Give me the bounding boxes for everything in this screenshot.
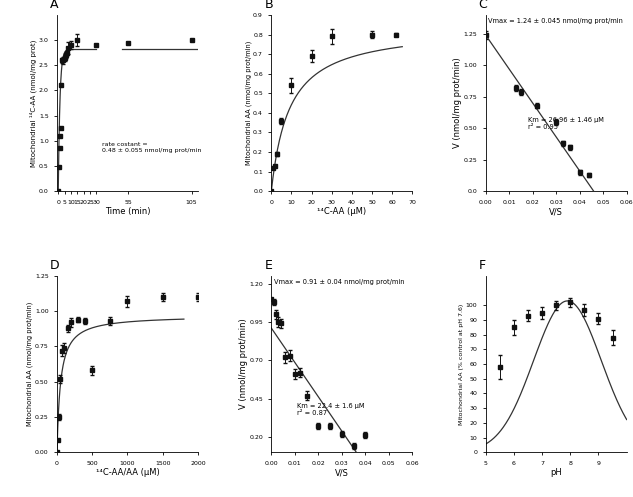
Text: D: D	[50, 259, 60, 272]
Y-axis label: V (nmol/mg prot/min): V (nmol/mg prot/min)	[453, 58, 462, 149]
Text: E: E	[264, 259, 272, 272]
Text: A: A	[50, 0, 58, 11]
Y-axis label: Mitochondrial AA (nmol/mg prot/min): Mitochondrial AA (nmol/mg prot/min)	[245, 41, 252, 166]
X-axis label: V/S: V/S	[335, 468, 349, 478]
Y-axis label: Mitochondrial ¹⁴C-AA (nmol/mg prot): Mitochondrial ¹⁴C-AA (nmol/mg prot)	[30, 39, 37, 167]
X-axis label: ¹⁴C-AA (μM): ¹⁴C-AA (μM)	[317, 207, 367, 216]
Text: F: F	[479, 259, 486, 272]
Text: B: B	[264, 0, 273, 11]
Text: Km = 22.4 ± 1.6 μM
r² = 0.87: Km = 22.4 ± 1.6 μM r² = 0.87	[297, 403, 364, 416]
X-axis label: Time (min): Time (min)	[104, 207, 150, 216]
Y-axis label: Mitochondrial AA (nmol/mg prot/min): Mitochondrial AA (nmol/mg prot/min)	[27, 302, 34, 426]
Text: rate costant =
0.48 ± 0.055 nmol/mg prot/min: rate costant = 0.48 ± 0.055 nmol/mg prot…	[102, 142, 201, 153]
X-axis label: pH: pH	[550, 468, 562, 478]
Y-axis label: Mitochondrial AA (% control at pH 7.6): Mitochondrial AA (% control at pH 7.6)	[460, 304, 465, 425]
Text: Km = 26.96 ± 1.46 μM
r² = 0.95: Km = 26.96 ± 1.46 μM r² = 0.95	[528, 117, 604, 130]
X-axis label: V/S: V/S	[549, 207, 563, 216]
X-axis label: ¹⁴C-AA/AA (μM): ¹⁴C-AA/AA (μM)	[96, 468, 160, 478]
Text: Vmax = 0.91 ± 0.04 nmol/mg prot/min: Vmax = 0.91 ± 0.04 nmol/mg prot/min	[274, 279, 404, 285]
Text: Vmax = 1.24 ± 0.045 nmol/mg prot/min: Vmax = 1.24 ± 0.045 nmol/mg prot/min	[489, 18, 624, 24]
Text: C: C	[479, 0, 487, 11]
Y-axis label: V (nmol/mg prot/min): V (nmol/mg prot/min)	[239, 319, 248, 410]
